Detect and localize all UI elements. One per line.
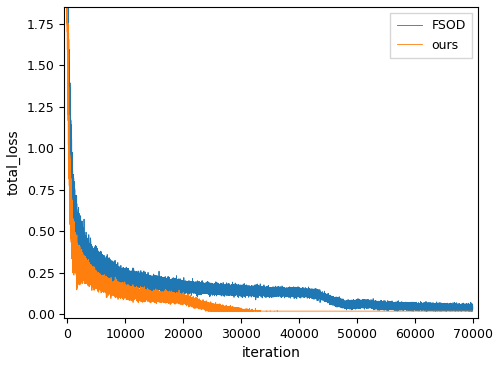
ours	[202, 309, 208, 313]
ours	[470, 309, 476, 313]
ours	[336, 309, 342, 313]
ours	[86, 266, 91, 270]
ours	[136, 290, 141, 294]
FSOD	[86, 247, 91, 251]
FSOD	[383, 302, 389, 307]
Legend: FSOD, ours: FSOD, ours	[390, 13, 472, 58]
ours	[462, 309, 468, 313]
FSOD	[462, 304, 468, 308]
ours	[380, 309, 386, 313]
FSOD	[136, 275, 141, 279]
FSOD	[336, 299, 342, 303]
Line: FSOD: FSOD	[68, 0, 472, 311]
FSOD	[394, 309, 400, 313]
ours	[64, 20, 70, 25]
FSOD	[470, 308, 476, 312]
Line: ours: ours	[68, 0, 472, 311]
Y-axis label: total_loss: total_loss	[7, 130, 21, 195]
FSOD	[380, 301, 386, 306]
X-axis label: iteration: iteration	[242, 346, 301, 360]
ours	[383, 309, 389, 313]
